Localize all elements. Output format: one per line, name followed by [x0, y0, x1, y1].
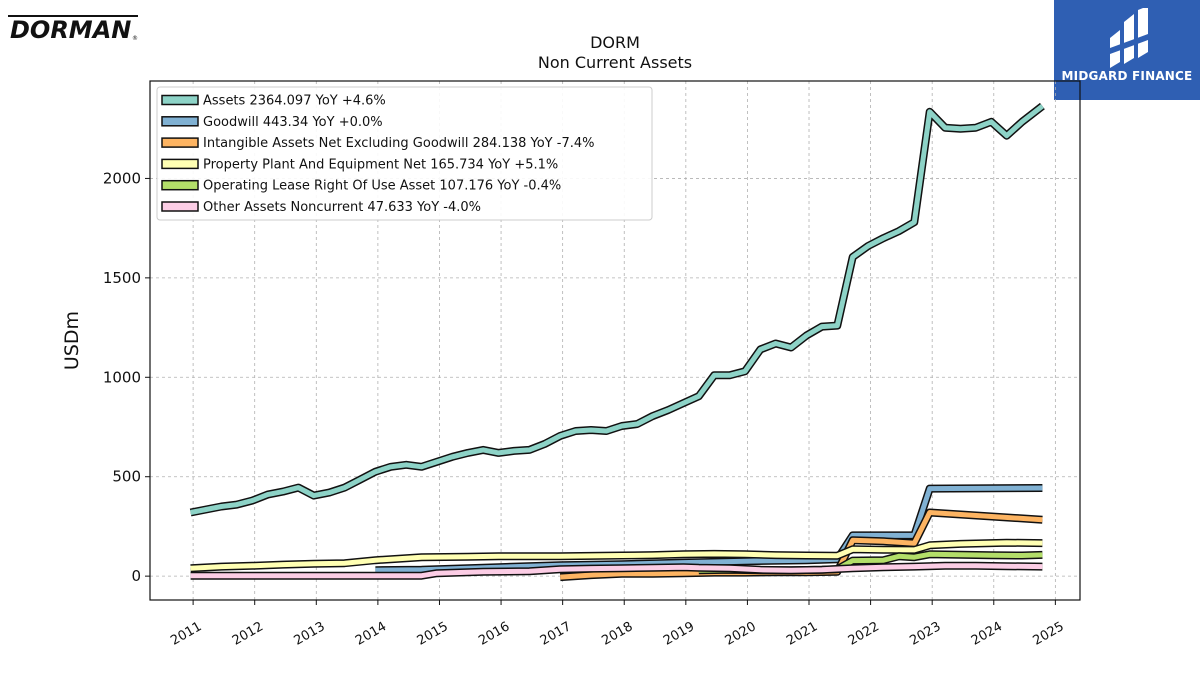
legend-swatch: [161, 179, 199, 191]
x-tick-label: 2024: [969, 619, 1005, 649]
legend-entry: Property Plant And Equipment Net 165.734…: [203, 157, 558, 172]
x-tick-label: 2023: [907, 619, 943, 649]
y-axis-label: USDm: [61, 311, 83, 370]
series-line: [190, 540, 1043, 571]
svg-text:®: ®: [132, 35, 138, 42]
legend-swatch: [161, 116, 199, 127]
y-tick-label: 0: [131, 567, 141, 585]
x-tick-label: 2014: [353, 619, 389, 649]
legend-box: [156, 86, 653, 221]
x-tick-label: 2019: [661, 619, 697, 649]
x-tick-label: 2012: [230, 619, 266, 649]
x-tick-label: 2016: [476, 619, 512, 649]
dorman-logo-mark: DORMAN ®: [8, 15, 138, 44]
x-tick-label: 2013: [291, 619, 327, 649]
series-lines: [189, 102, 1045, 582]
dorman-logo-text: DORMAN: [10, 16, 131, 44]
x-tick-label: 2020: [723, 619, 759, 649]
midgard-logo-text: MIDGARD FINANCE: [1061, 69, 1193, 83]
y-tick-label: 500: [112, 468, 141, 486]
legend-entry: Assets 2364.097 YoY +4.6%: [203, 94, 386, 109]
series-line: [190, 104, 1044, 515]
plot-frame: [149, 80, 1081, 601]
midgard-finance-logo: MIDGARD FINANCE: [1054, 0, 1200, 100]
y-tick-label: 1000: [103, 368, 141, 386]
x-tick-label: 2025: [1031, 619, 1067, 649]
legend-entry: Goodwill 443.34 YoY +0.0%: [203, 115, 383, 130]
legend-entry: Other Assets Noncurrent 47.633 YoY -4.0%: [203, 200, 481, 215]
series-line: [190, 563, 1043, 579]
legend-entry: Operating Lease Right Of Use Asset 107.1…: [203, 179, 561, 194]
x-tick-label: 2011: [168, 619, 204, 649]
y-tick-label: 2000: [103, 169, 141, 187]
y-tick-label: 1500: [103, 269, 141, 287]
x-tick-label: 2018: [599, 619, 635, 649]
legend-swatch: [161, 94, 199, 106]
legend-entry: Intangible Assets Net Excluding Goodwill…: [203, 136, 594, 151]
midgard-logo-mark: [1110, 8, 1148, 68]
legend-swatch: [161, 201, 199, 212]
legend: Assets 2364.097 YoY +4.6% Goodwill 443.34…: [156, 86, 653, 221]
chart-title: DORM: [590, 33, 640, 52]
x-tick-label: 2017: [538, 619, 574, 649]
legend-swatch: [161, 158, 199, 170]
chart-subtitle: Non Current Assets: [537, 53, 693, 72]
dorman-logo: DORMAN ®: [6, 12, 140, 44]
x-tick-label: 2015: [415, 619, 451, 649]
x-tick-label: 2021: [784, 619, 820, 649]
legend-swatch: [161, 137, 199, 148]
x-tick-label: 2022: [846, 619, 882, 649]
